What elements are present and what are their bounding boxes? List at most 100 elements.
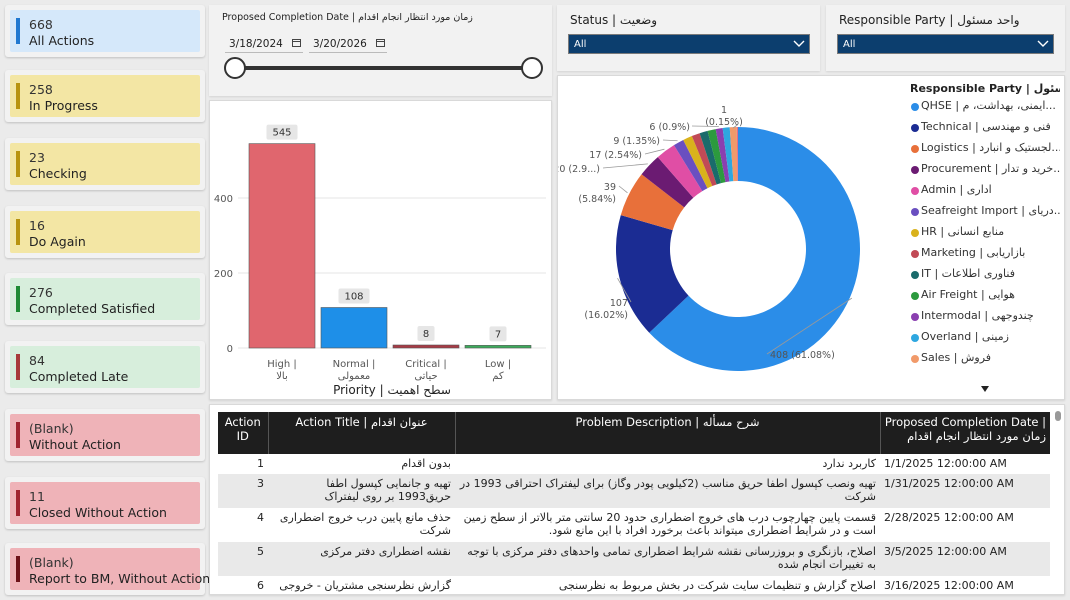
kpi-card[interactable]: 11 Closed Without Action (5, 477, 205, 529)
calendar-icon[interactable] (292, 38, 301, 47)
kpi-card-label: In Progress (29, 98, 98, 113)
legend-color-dot (911, 229, 919, 237)
table-row[interactable]: 1 بدون اقدام کاربرد ندارد 1/1/2025 12:00:00… (218, 454, 1050, 474)
cell-action-title: نقشه اضطراری دفتر مرکزی (268, 542, 455, 576)
start-date-handle[interactable] (224, 57, 246, 79)
donut-slice-4[interactable] (657, 145, 703, 198)
legend-item[interactable]: IT | فناوری اطلاعات (910, 266, 1060, 286)
status-slicer-title: Status | وضعیت (570, 13, 658, 27)
end-date-handle[interactable] (521, 57, 543, 79)
responsible-party-donut-panel: 408 (61.08%) 107(16.02%) 39(5.84%) 20 (2.9.… (557, 75, 1065, 400)
table-row[interactable]: 3 تهیه و جانمایی کپسول اطفا حریق1993 بر ر… (218, 474, 1050, 508)
donut-slice-8[interactable] (699, 130, 722, 185)
kpi-card-background (10, 75, 200, 117)
legend-item[interactable]: Air Freight | هوایی (910, 287, 1060, 307)
calendar-icon[interactable] (376, 38, 385, 47)
bar-1 (320, 307, 388, 349)
legend-item[interactable]: Marketing | بازاریابی (910, 245, 1060, 265)
legend-item[interactable]: Logistics | لجستیک و انبارد... (910, 140, 1060, 160)
table-row[interactable]: 4 حذف مانع پایین درب خروج اضطراری شرکت قسم… (218, 508, 1050, 542)
donut-data-label: 39 (604, 182, 616, 193)
legend-item[interactable]: Sales | فروش (910, 350, 1060, 370)
col-header-action-title[interactable]: Action Title | عنوان اقدام (268, 412, 456, 454)
legend-color-dot (911, 166, 919, 174)
donut-slice-13[interactable] (736, 127, 738, 182)
kpi-card[interactable]: 258 In Progress (5, 70, 205, 122)
bar-2 (392, 344, 460, 349)
legend-item-label: Procurement | خرید و تدار... (921, 162, 1060, 175)
party-dropdown[interactable]: All (837, 34, 1054, 54)
kpi-card-label: Without Action (29, 437, 121, 452)
start-date-input[interactable]: 3/18/2024 (225, 33, 303, 53)
col-header-completion-date[interactable]: Proposed Completion Date | زمان مورد انت… (880, 412, 1050, 454)
kpi-card-accent (16, 18, 20, 44)
kpi-card[interactable]: 16 Do Again (5, 206, 205, 258)
data-label: 7 (495, 329, 501, 340)
donut-slice-9[interactable] (707, 129, 726, 184)
donut-data-label: (16.02%) (584, 310, 628, 321)
table-row[interactable]: 5 نقشه اضطراری دفتر مرکزی اصلاح، بازنگری و… (218, 542, 1050, 576)
donut-slice-3[interactable] (641, 157, 694, 208)
legend-item[interactable]: Technical | فنی و مهندسی (910, 119, 1060, 139)
kpi-card[interactable]: (Blank) Without Action (5, 409, 205, 461)
kpi-card[interactable]: 84 Completed Late (5, 341, 205, 393)
legend-color-dot (911, 124, 919, 132)
legend-color-dot (911, 208, 919, 216)
kpi-card-background (10, 211, 200, 253)
kpi-card-background (10, 346, 200, 388)
legend-item[interactable]: QHSE | ایمنی، بهداشت، م... (910, 98, 1060, 118)
kpi-card-label: Do Again (29, 234, 86, 249)
donut-slice-11[interactable] (722, 127, 734, 182)
data-label-leader (617, 277, 632, 303)
legend-item[interactable]: Procurement | خرید و تدار... (910, 161, 1060, 181)
data-label-leader (662, 139, 678, 142)
data-label: 8 (423, 329, 429, 340)
legend-item-label: Intermodal | چندوجهی (921, 309, 1034, 322)
donut-slice-0[interactable] (649, 127, 860, 372)
table-header-row: Action ID Action Title | عنوان اقدام Pro… (218, 412, 1050, 454)
x-tick-label-second-line: بالا (276, 371, 288, 382)
kpi-card[interactable]: 23 Checking (5, 138, 205, 190)
cell-problem-description: تهیه ونصب کپسول اطفا حریق مناسب (2کیلویی… (455, 474, 880, 508)
donut-data-label: 17 (2.54%) (589, 150, 642, 161)
end-date-value: 3/20/2026 (313, 38, 367, 50)
data-label-leader (644, 148, 665, 155)
donut-data-label: 408 (61.08%) (770, 350, 835, 361)
date-range-track[interactable] (235, 66, 532, 70)
party-slicer-title: Responsible Party | واحد مسئول (839, 13, 1020, 27)
donut-slice-2[interactable] (620, 174, 685, 231)
kpi-card[interactable]: 668 All Actions (5, 5, 205, 57)
legend-color-dot (911, 355, 919, 363)
cell-completion-date: 1/1/2025 12:00:00 AM (884, 457, 1007, 470)
kpi-card-accent (16, 151, 20, 177)
legend-item-label: IT | فناوری اطلاعات (921, 267, 1015, 280)
kpi-card-background (10, 143, 200, 185)
col-header-problem-description[interactable]: Problem Description | شرح مسأله (455, 412, 881, 454)
kpi-card-label: All Actions (29, 33, 95, 48)
kpi-card[interactable]: (Blank) Report to BM, Without Action (5, 543, 210, 595)
legend-item[interactable]: Overland | زمینی (910, 329, 1060, 349)
cell-problem-description: اصلاح، بازنگری و بروزرسانی نقشه شرایط اض… (455, 542, 880, 576)
kpi-card[interactable]: 276 Completed Satisfied (5, 273, 205, 325)
col-header-action-id[interactable]: Action ID (218, 412, 269, 454)
donut-slice-7[interactable] (691, 133, 717, 187)
kpi-card-value: (Blank) (29, 421, 74, 436)
legend-scroll-down-icon[interactable] (980, 385, 990, 393)
legend-item-label: Admin | اداری (921, 183, 992, 196)
legend-item[interactable]: HR | منابع انسانی (910, 224, 1060, 244)
status-dropdown[interactable]: All (568, 34, 810, 54)
donut-slice-10[interactable] (715, 127, 730, 183)
cell-action-id: 3 (218, 474, 268, 508)
donut-slice-5[interactable] (673, 139, 708, 192)
donut-slice-12[interactable] (729, 127, 738, 182)
legend-item[interactable]: Admin | اداری (910, 182, 1060, 202)
end-date-input[interactable]: 3/20/2026 (309, 33, 387, 53)
legend-item[interactable]: Seafreight Import | دریای... (910, 203, 1060, 223)
table-scrollbar[interactable] (1055, 411, 1061, 421)
legend-item[interactable]: Intermodal | چندوجهی (910, 308, 1060, 328)
cell-action-title: تهیه و جانمایی کپسول اطفا حریق1993 بر رو… (268, 474, 455, 508)
legend-color-dot (911, 271, 919, 279)
table-row[interactable]: 6 گزارش نظرسنجی مشتریان - خروجی اصلاح گزار… (218, 576, 1050, 594)
donut-slice-6[interactable] (683, 136, 713, 189)
donut-slice-1[interactable] (616, 215, 689, 333)
